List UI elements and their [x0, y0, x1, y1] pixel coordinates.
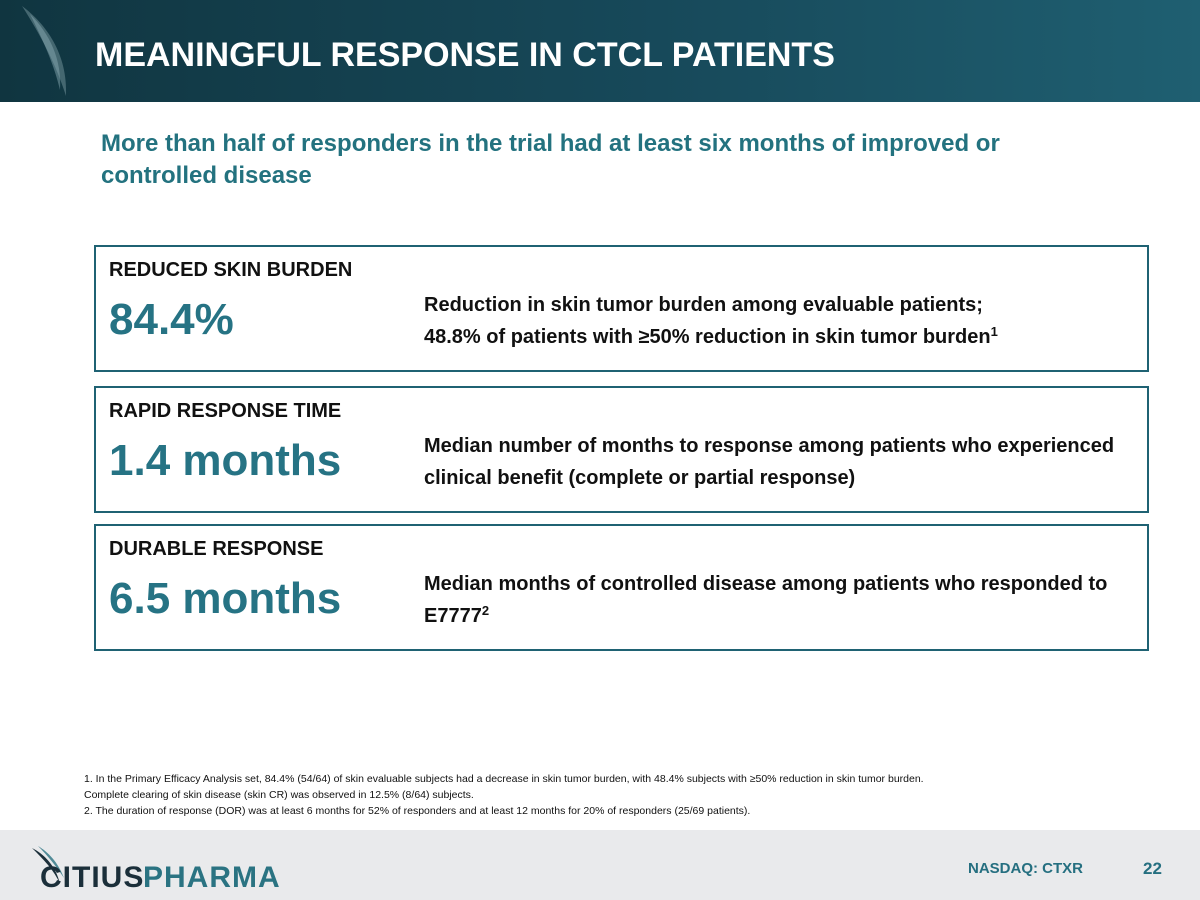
- page-number: 22: [1143, 859, 1162, 878]
- footnotes: 1. In the Primary Efficacy Analysis set,…: [84, 771, 1124, 819]
- card-value: 84.4%: [109, 295, 234, 344]
- card-description-line2: 48.8% of patients with ≥50% reduction in…: [424, 321, 1134, 353]
- footnote-1-line1: 1. In the Primary Efficacy Analysis set,…: [84, 773, 924, 785]
- card-rapid-response-time: RAPID RESPONSE TIME 1.4 months Median nu…: [94, 386, 1149, 513]
- card-description: Median months of controlled disease amon…: [424, 568, 1134, 632]
- logo-text-citius: CITIUS: [40, 861, 145, 894]
- slide-title: MEANINGFUL RESPONSE IN CTCL PATIENTS: [95, 36, 835, 74]
- footnote-ref: 1: [990, 324, 998, 339]
- card-label: DURABLE RESPONSE: [109, 538, 324, 560]
- card-description-text: Median months of controlled disease amon…: [424, 573, 1108, 627]
- footnote-ref: 2: [481, 603, 490, 618]
- card-description: Reduction in skin tumor burden among eva…: [424, 289, 1134, 353]
- card-description-line2-text: 48.8% of patients with ≥50% reduction in…: [424, 326, 991, 348]
- card-description: Median number of months to response amon…: [424, 435, 1115, 489]
- slide-subtitle: More than half of responders in the tria…: [101, 130, 1000, 189]
- card-value: 1.4 months: [109, 436, 342, 485]
- footnote-2: 2. The duration of response (DOR) was at…: [84, 805, 751, 817]
- footnote-1-line2: Complete clearing of skin disease (skin …: [84, 789, 474, 801]
- card-label: RAPID RESPONSE TIME: [109, 400, 342, 422]
- slide-footer: CITIUS PHARMA NASDAQ: CTXR 22: [0, 830, 1200, 900]
- card-reduced-skin-burden: REDUCED SKIN BURDEN 84.4% Reduction in s…: [94, 245, 1149, 372]
- logo-text-pharma: PHARMA: [143, 861, 281, 894]
- leaf-logo-icon: [22, 6, 67, 96]
- card-label: REDUCED SKIN BURDEN: [109, 259, 353, 281]
- slide-header: MEANINGFUL RESPONSE IN CTCL PATIENTS: [0, 0, 1200, 102]
- card-durable-response: DURABLE RESPONSE 6.5 months Median month…: [94, 524, 1149, 651]
- ticker-label: NASDAQ: CTXR: [968, 860, 1083, 877]
- card-value: 6.5 months: [109, 574, 342, 623]
- card-description-line1: Reduction in skin tumor burden among eva…: [424, 294, 983, 316]
